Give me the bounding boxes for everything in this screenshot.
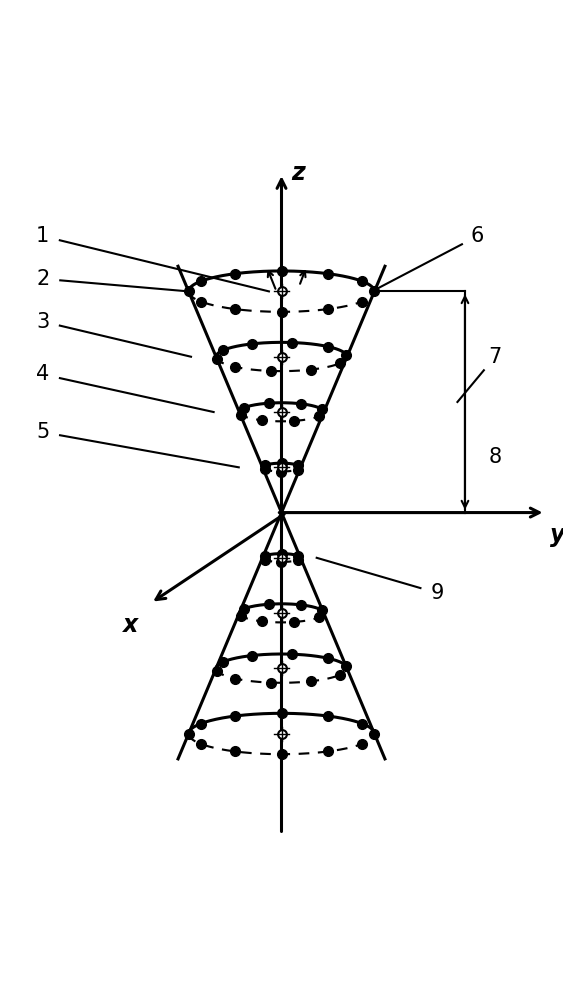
Text: 6: 6 xyxy=(471,226,484,246)
Text: 1: 1 xyxy=(36,226,50,246)
Text: 5: 5 xyxy=(36,422,50,442)
Text: 4: 4 xyxy=(36,364,50,384)
Text: 2: 2 xyxy=(36,269,50,289)
Text: 8: 8 xyxy=(489,447,502,467)
Text: 7: 7 xyxy=(489,347,502,367)
Text: 3: 3 xyxy=(36,312,50,332)
Text: x: x xyxy=(123,613,138,637)
Text: y: y xyxy=(551,523,563,547)
Text: 9: 9 xyxy=(431,583,444,603)
Text: z: z xyxy=(292,161,305,185)
